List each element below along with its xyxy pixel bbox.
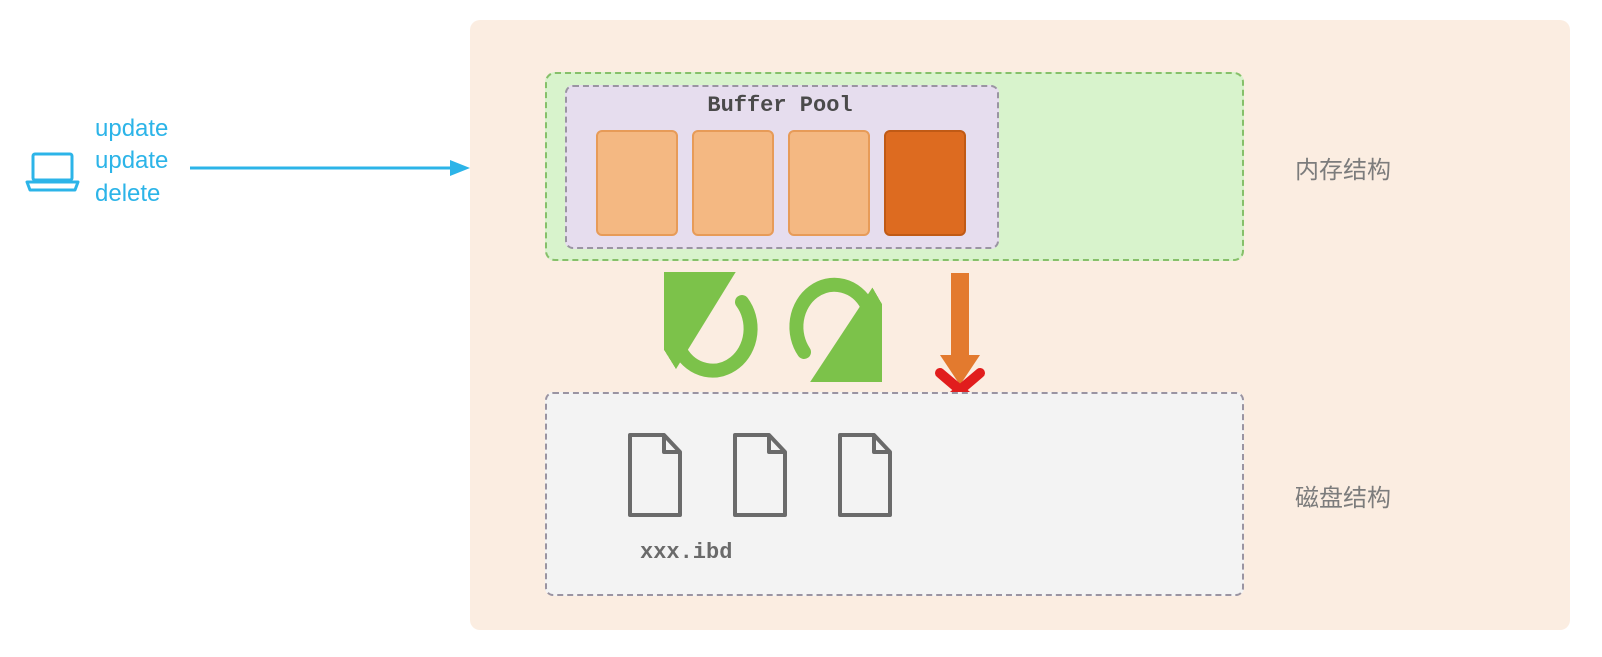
buffer-page: [788, 130, 870, 236]
buffer-pool-title: Buffer Pool: [565, 93, 995, 118]
client-op-line: update: [95, 113, 168, 145]
laptop-icon: [25, 150, 80, 192]
buffer-page: [692, 130, 774, 236]
file-icon: [725, 430, 795, 520]
memory-structure-label: 内存结构: [1295, 150, 1391, 185]
client-operations-text: update update delete: [95, 113, 168, 210]
file-icon: [620, 430, 690, 520]
buffer-page: [884, 130, 966, 236]
client-arrow-icon: [190, 158, 472, 178]
buffer-page: [596, 130, 678, 236]
disk-structure-label: 磁盘结构: [1295, 478, 1391, 513]
client-op-line: delete: [95, 178, 168, 210]
client-op-line: update: [95, 145, 168, 177]
sync-cycle-left-icon: [664, 272, 764, 382]
disk-file-label: xxx.ibd: [640, 540, 940, 565]
flush-fail-arrow-icon: [930, 265, 990, 410]
file-icon: [830, 430, 900, 520]
sync-cycle-right-icon: [782, 272, 882, 382]
diagram-canvas: 内存结构 Buffer Pool 磁盘结构 xxx.ibd: [0, 0, 1602, 657]
